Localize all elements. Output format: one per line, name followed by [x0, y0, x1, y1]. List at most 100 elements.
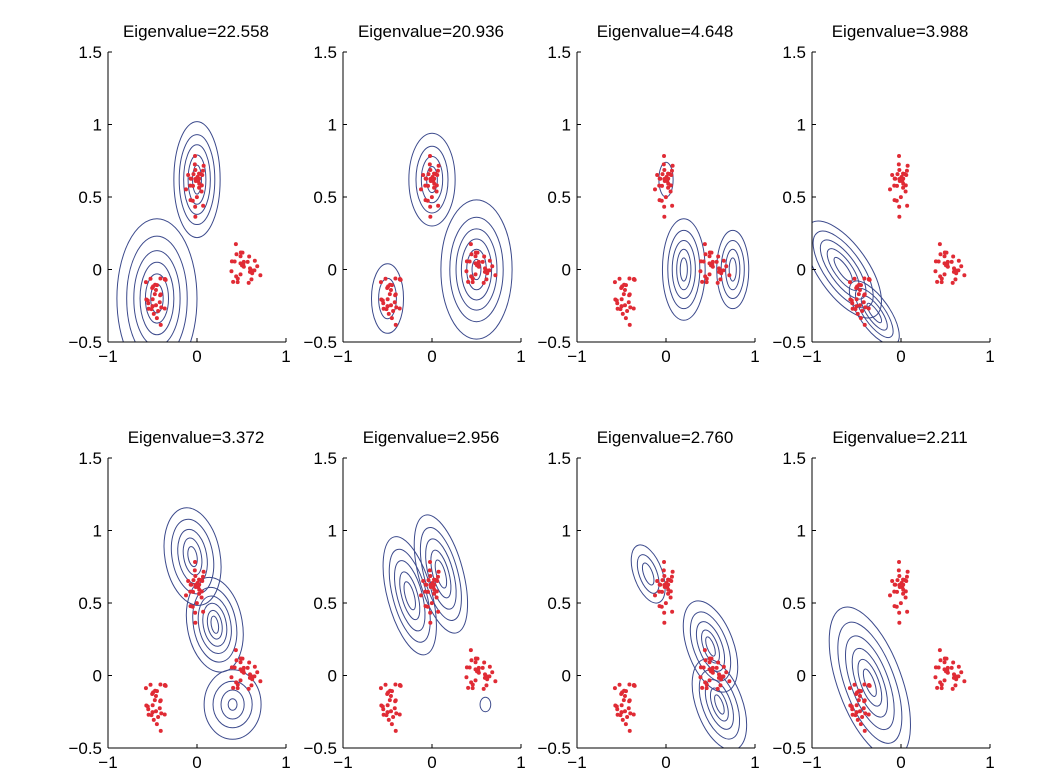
x-tick-label: −1: [98, 753, 117, 772]
panel-title: Eigenvalue=2.211: [832, 428, 967, 447]
data-point: [631, 306, 636, 311]
data-point: [146, 306, 151, 311]
data-point: [670, 163, 675, 168]
data-point: [201, 163, 206, 168]
data-point: [157, 300, 162, 305]
data-point: [657, 582, 662, 587]
data-point: [890, 172, 895, 177]
x-tick-label: 1: [281, 347, 290, 366]
data-point: [625, 308, 630, 313]
data-point: [393, 276, 398, 281]
data-point: [157, 706, 162, 711]
data-point: [702, 648, 707, 653]
data-point: [388, 303, 393, 308]
data-point: [631, 276, 636, 281]
data-point: [476, 665, 481, 670]
data-point: [394, 711, 399, 716]
data-point: [232, 259, 237, 264]
data-point: [434, 595, 439, 600]
y-tick-label: 1: [328, 522, 337, 541]
data-point: [432, 577, 437, 582]
data-point: [698, 269, 703, 274]
data-point: [898, 195, 903, 200]
contour-line: [479, 696, 492, 713]
contour-line: [420, 155, 444, 204]
x-tick-label: 1: [985, 753, 994, 772]
data-point: [854, 304, 859, 309]
data-point: [195, 581, 200, 586]
data-point: [235, 276, 240, 281]
data-point: [426, 172, 431, 177]
data-point: [653, 593, 658, 598]
contour-line: [413, 514, 469, 634]
data-point: [669, 168, 674, 173]
data-point: [197, 587, 202, 592]
data-point: [727, 679, 732, 684]
data-point: [901, 185, 906, 190]
y-tick-label: 0.5: [313, 188, 337, 207]
data-point: [389, 316, 394, 321]
data-point: [704, 276, 709, 281]
data-point: [493, 273, 498, 278]
data-point: [707, 261, 712, 266]
data-point: [245, 259, 250, 264]
y-tick-label: 1: [93, 116, 102, 135]
y-tick-label: −0.5: [772, 739, 806, 758]
contour-line: [689, 611, 732, 682]
data-point: [663, 195, 668, 200]
data-point: [662, 620, 667, 625]
data-point: [429, 601, 434, 606]
data-point: [856, 698, 861, 703]
data-point: [233, 242, 238, 247]
data-point: [615, 306, 620, 311]
data-point: [468, 242, 473, 247]
y-tick-label: 0: [328, 261, 337, 280]
data-point: [397, 712, 402, 717]
data-point: [197, 185, 202, 190]
data-point: [666, 587, 671, 592]
data-point: [152, 292, 157, 297]
data-point: [707, 660, 712, 665]
data-point: [426, 183, 431, 188]
data-point: [622, 288, 627, 293]
contour-line: [471, 258, 482, 281]
panel: −0.5 0 0.5 1 1.5 −1 0 1 Eigenvalue=2.211: [772, 428, 994, 772]
contour-line: [695, 621, 726, 672]
data-point: [660, 589, 665, 594]
data-point: [661, 568, 666, 573]
contour-line: [192, 586, 238, 663]
data-point: [150, 304, 155, 309]
data-point: [391, 714, 396, 719]
data-point: [152, 698, 157, 703]
data-point: [380, 298, 385, 303]
contour-line: [116, 218, 198, 342]
data-point: [897, 560, 902, 565]
data-point: [904, 173, 909, 178]
contour-line: [636, 554, 660, 594]
data-point: [942, 261, 947, 266]
data-point: [935, 685, 940, 690]
data-point: [188, 604, 193, 609]
data-point: [622, 709, 627, 714]
data-point: [862, 276, 867, 281]
data-point: [942, 660, 947, 665]
data-point: [952, 672, 957, 677]
contour-line: [857, 658, 883, 707]
data-point: [631, 682, 636, 687]
data-point: [386, 311, 391, 316]
data-point: [255, 670, 260, 675]
data-point: [229, 269, 234, 274]
x-tick-label: 0: [661, 347, 670, 366]
data-point: [201, 203, 206, 208]
data-point: [159, 711, 164, 716]
data-point: [153, 709, 158, 714]
y-tick-label: −0.5: [303, 333, 337, 352]
y-tick-label: −0.5: [68, 739, 102, 758]
data-point: [191, 578, 196, 583]
data-point: [235, 682, 240, 687]
y-tick-label: −0.5: [303, 739, 337, 758]
data-point: [238, 261, 243, 266]
data-point: [258, 273, 263, 278]
data-point: [421, 172, 426, 177]
